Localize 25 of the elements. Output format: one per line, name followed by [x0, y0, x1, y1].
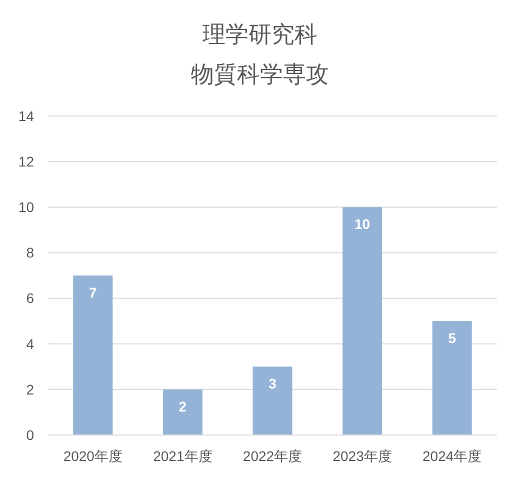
x-tick-label: 2022年度 [242, 448, 302, 464]
data-label: 3 [268, 376, 277, 392]
bar [342, 207, 382, 435]
x-tick-label: 2023年度 [332, 448, 392, 464]
data-label: 7 [89, 284, 97, 300]
bar [432, 321, 472, 435]
data-label: 2 [178, 398, 187, 414]
chart-title: 理学研究科 [202, 21, 318, 47]
y-tick-label: 4 [26, 336, 34, 352]
y-tick-label: 8 [26, 244, 34, 261]
y-tick-label: 14 [18, 108, 34, 124]
x-tick-label: 2021年度 [153, 448, 212, 464]
y-tick-label: 12 [18, 153, 34, 170]
data-label: 10 [354, 216, 370, 232]
bar [73, 276, 113, 435]
y-tick-label: 2 [26, 381, 34, 398]
bar [162, 389, 202, 435]
y-tick-label: 10 [18, 199, 34, 216]
y-tick-label: 6 [26, 290, 34, 306]
x-tick-label: 2020年度 [63, 448, 122, 464]
chart-subtitle: 物質科学専攻 [191, 61, 329, 87]
data-label: 5 [448, 330, 456, 346]
x-tick-label: 2024年度 [422, 448, 482, 464]
y-tick-label: 0 [26, 426, 34, 443]
bar [252, 366, 292, 435]
